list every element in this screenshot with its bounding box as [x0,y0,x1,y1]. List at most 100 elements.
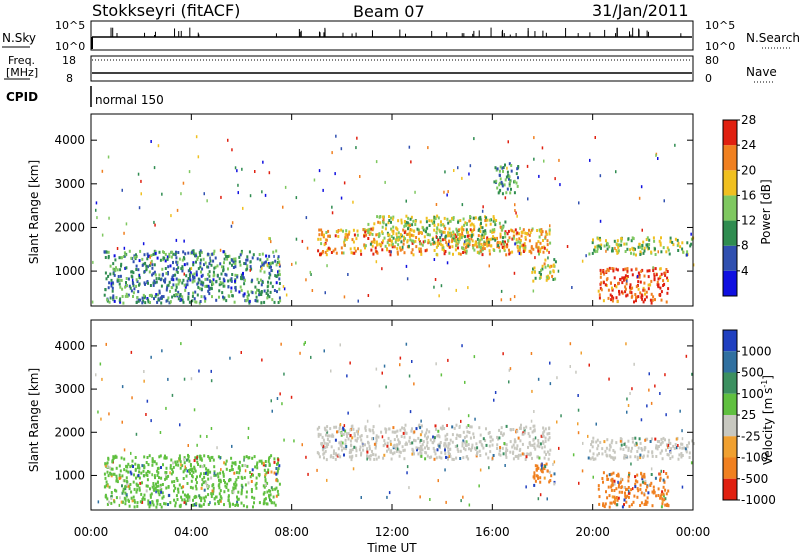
noise-pixel [283,287,286,291]
noise-pixel [316,468,318,472]
data-pixel [185,494,188,498]
data-pixel [428,224,431,227]
data-pixel [381,215,384,219]
data-pixel [186,262,189,266]
data-pixel [153,488,156,492]
data-pixel [610,472,613,476]
data-pixel [492,235,495,239]
data-pixel [638,437,641,441]
data-pixel [611,456,614,460]
data-pixel [349,434,352,437]
data-pixel [452,230,455,234]
data-pixel [496,435,499,439]
data-pixel [247,481,250,485]
data-pixel [505,453,507,457]
data-pixel [263,498,266,502]
data-pixel [378,232,381,236]
data-pixel [113,472,116,476]
data-pixel [616,498,619,502]
y-tick-label: 2000 [54,220,85,234]
data-pixel [247,456,250,460]
data-pixel [641,477,644,481]
data-pixel [424,249,427,253]
data-pixel [519,239,522,242]
data-pixel [382,220,384,224]
data-pixel [606,454,608,458]
data-pixel [155,499,158,503]
noise-pixel [633,362,635,366]
noise-pixel [527,197,529,201]
data-pixel [469,233,472,237]
x-tick-label: 12:00 [375,525,410,539]
data-pixel [108,500,110,504]
data-pixel [623,456,626,460]
data-pixel [156,467,159,471]
data-pixel [626,494,629,498]
data-pixel [592,452,595,456]
data-pixel [152,482,155,485]
data-pixel [158,273,161,277]
data-pixel [606,277,609,281]
data-pixel [118,476,121,480]
data-pixel [516,246,519,250]
data-pixel [468,447,470,451]
data-pixel [529,249,532,253]
data-pixel [104,271,107,275]
data-pixel [634,436,637,440]
data-pixel [187,455,190,458]
data-pixel [200,250,203,254]
data-pixel [402,228,405,232]
data-pixel [489,222,492,226]
data-pixel [428,233,431,237]
data-pixel [650,437,653,441]
data-pixel [147,281,149,285]
data-pixel [444,250,447,253]
data-pixel [543,476,546,480]
noise-pixel [493,398,495,402]
data-pixel [419,247,422,251]
data-pixel [337,453,340,457]
data-pixel [237,503,239,507]
data-pixel [379,221,382,225]
noise-pixel [366,457,368,461]
data-pixel [199,457,202,461]
data-pixel [443,224,446,228]
data-pixel [422,440,425,444]
data-pixel [675,437,678,441]
data-pixel [480,242,483,246]
data-pixel [182,477,185,480]
data-pixel [401,445,404,449]
colorbar-segment [723,270,737,296]
data-pixel [383,236,386,240]
data-pixel [325,429,328,433]
data-pixel [232,487,235,491]
data-pixel [245,495,248,499]
noise-pixel [258,474,261,478]
data-pixel [206,486,209,490]
data-pixel [147,463,150,467]
data-pixel [391,245,394,249]
data-pixel [352,228,355,232]
noise-pixel [460,419,462,423]
data-pixel [212,270,215,274]
data-pixel [220,496,223,500]
noise-pixel [101,169,104,173]
data-pixel [115,496,118,500]
data-pixel [619,481,622,485]
data-pixel [348,455,351,459]
data-pixel [554,277,557,281]
data-pixel [175,283,178,287]
data-pixel [463,446,465,450]
data-pixel [388,215,390,218]
data-pixel [457,449,460,453]
data-pixel [193,276,196,280]
noise-pixel [473,355,476,359]
noise-pixel [657,250,659,254]
data-pixel [360,252,363,256]
data-pixel [539,442,542,446]
noise-pixel [326,478,328,482]
data-pixel [466,222,468,226]
noise-pixel [585,254,587,258]
data-pixel [540,268,543,272]
data-pixel [501,433,504,437]
